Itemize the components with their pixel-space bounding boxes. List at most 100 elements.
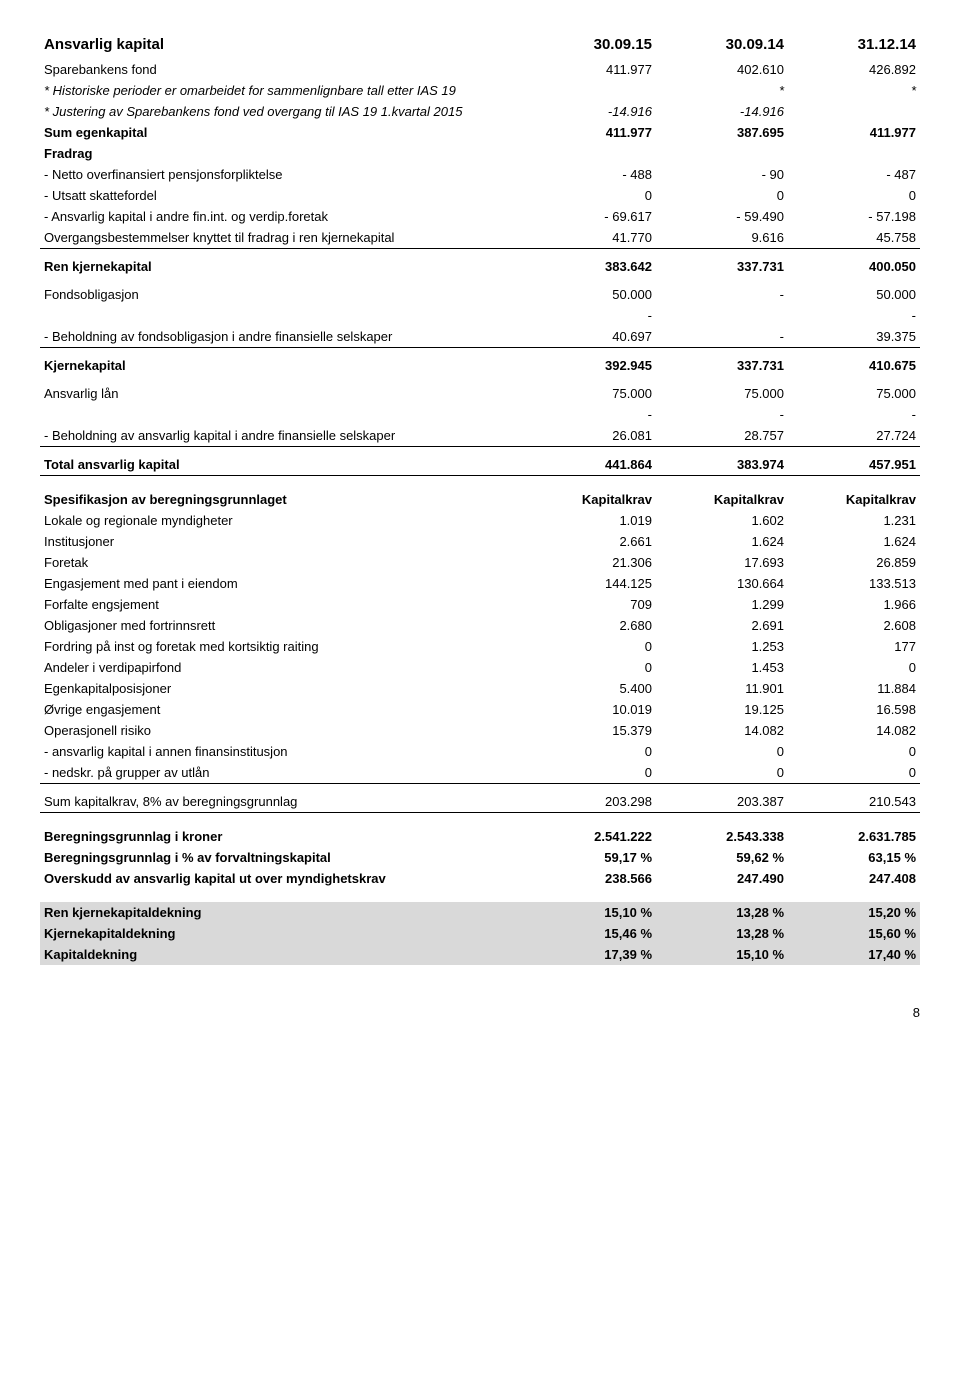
row-value [524, 143, 656, 164]
row-value: 9.616 [656, 227, 788, 249]
row-value: 1.253 [656, 636, 788, 657]
row-value: 0 [656, 762, 788, 784]
row-label: - ansvarlig kapital i annen finansinstit… [40, 741, 524, 762]
row-value: Kapitalkrav [788, 489, 920, 510]
row-label [40, 889, 524, 902]
row-value: 50.000 [524, 277, 656, 305]
row-value: - [524, 305, 656, 326]
row-value: 411.977 [524, 122, 656, 143]
row-value [788, 476, 920, 490]
row-label [40, 305, 524, 326]
row-value [656, 476, 788, 490]
row-value: 441.864 [524, 447, 656, 476]
row-value: 50.000 [788, 277, 920, 305]
row-label: Lokale og regionale myndigheter [40, 510, 524, 531]
row-value: -14.916 [656, 101, 788, 122]
row-value: 40.697 [524, 326, 656, 348]
row-label: Operasjonell risiko [40, 720, 524, 741]
row-value: - [788, 305, 920, 326]
row-label: Obligasjoner med fortrinnsrett [40, 615, 524, 636]
row-value: 21.306 [524, 552, 656, 573]
row-value: 203.387 [656, 784, 788, 813]
row-label: Kjernekapital [40, 348, 524, 377]
row-label: - nedskr. på grupper av utlån [40, 762, 524, 784]
row-value: 59,62 % [656, 847, 788, 868]
row-value: 59,17 % [524, 847, 656, 868]
row-label: Beregningsgrunnlag i kroner [40, 826, 524, 847]
row-value: * [788, 80, 920, 101]
row-label: Beregningsgrunnlag i % av forvaltningska… [40, 847, 524, 868]
row-label: Institusjoner [40, 531, 524, 552]
row-label: Total ansvarlig kapital [40, 447, 524, 476]
row-value: 17.693 [656, 552, 788, 573]
row-label: Overgangsbestemmelser knyttet til fradra… [40, 227, 524, 249]
row-label: Fondsobligasjon [40, 277, 524, 305]
row-label: Sparebankens fond [40, 59, 524, 80]
row-value: 0 [524, 185, 656, 206]
row-value: 383.974 [656, 447, 788, 476]
row-value: 11.884 [788, 678, 920, 699]
row-label: Egenkapitalposisjoner [40, 678, 524, 699]
row-value [788, 101, 920, 122]
row-value: 11.901 [656, 678, 788, 699]
row-value: 1.966 [788, 594, 920, 615]
row-value: - 69.617 [524, 206, 656, 227]
row-value: 709 [524, 594, 656, 615]
row-label [40, 813, 524, 827]
page-number: 8 [40, 1005, 920, 1020]
row-label: * Justering av Sparebankens fond ved ove… [40, 101, 524, 122]
row-label: Engasjement med pant i eiendom [40, 573, 524, 594]
row-value: 411.977 [524, 59, 656, 80]
capital-table: Ansvarlig kapital30.09.1530.09.1431.12.1… [40, 30, 920, 965]
row-value: 10.019 [524, 699, 656, 720]
row-label: Overskudd av ansvarlig kapital ut over m… [40, 868, 524, 889]
row-value [656, 143, 788, 164]
row-value: 410.675 [788, 348, 920, 377]
row-value [524, 80, 656, 101]
row-value: 75.000 [524, 376, 656, 404]
row-value [524, 476, 656, 490]
row-value: 2.608 [788, 615, 920, 636]
row-value: 247.490 [656, 868, 788, 889]
row-value: Kapitalkrav [524, 489, 656, 510]
row-value: 16.598 [788, 699, 920, 720]
row-value: 210.543 [788, 784, 920, 813]
row-value: - [656, 404, 788, 425]
row-value: 75.000 [788, 376, 920, 404]
row-label: Spesifikasjon av beregningsgrunnlaget [40, 489, 524, 510]
row-value: 2.543.338 [656, 826, 788, 847]
row-value [788, 889, 920, 902]
row-value: 15,46 % [524, 923, 656, 944]
row-label: Ansvarlig lån [40, 376, 524, 404]
row-value: 0 [656, 741, 788, 762]
row-value: 2.680 [524, 615, 656, 636]
row-label: Fradrag [40, 143, 524, 164]
row-value: 39.375 [788, 326, 920, 348]
row-value: 144.125 [524, 573, 656, 594]
row-value: 5.400 [524, 678, 656, 699]
row-value: 30.09.14 [656, 30, 788, 59]
row-value: 1.299 [656, 594, 788, 615]
row-value: - [524, 404, 656, 425]
row-value: 15.379 [524, 720, 656, 741]
row-value: 203.298 [524, 784, 656, 813]
row-value: 0 [524, 741, 656, 762]
row-value: 383.642 [524, 249, 656, 278]
row-value: - [656, 326, 788, 348]
row-value: 247.408 [788, 868, 920, 889]
row-value: 0 [788, 762, 920, 784]
row-value: - 59.490 [656, 206, 788, 227]
row-value: 17,40 % [788, 944, 920, 965]
row-label: Øvrige engasjement [40, 699, 524, 720]
row-value: 1.624 [788, 531, 920, 552]
row-value [524, 889, 656, 902]
row-value: 28.757 [656, 425, 788, 447]
row-value: 1.453 [656, 657, 788, 678]
row-value: 133.513 [788, 573, 920, 594]
row-label: - Ansvarlig kapital i andre fin.int. og … [40, 206, 524, 227]
row-value: 30.09.15 [524, 30, 656, 59]
row-value: 15,60 % [788, 923, 920, 944]
row-value: - 487 [788, 164, 920, 185]
row-label: - Beholdning av fondsobligasjon i andre … [40, 326, 524, 348]
row-value: 31.12.14 [788, 30, 920, 59]
